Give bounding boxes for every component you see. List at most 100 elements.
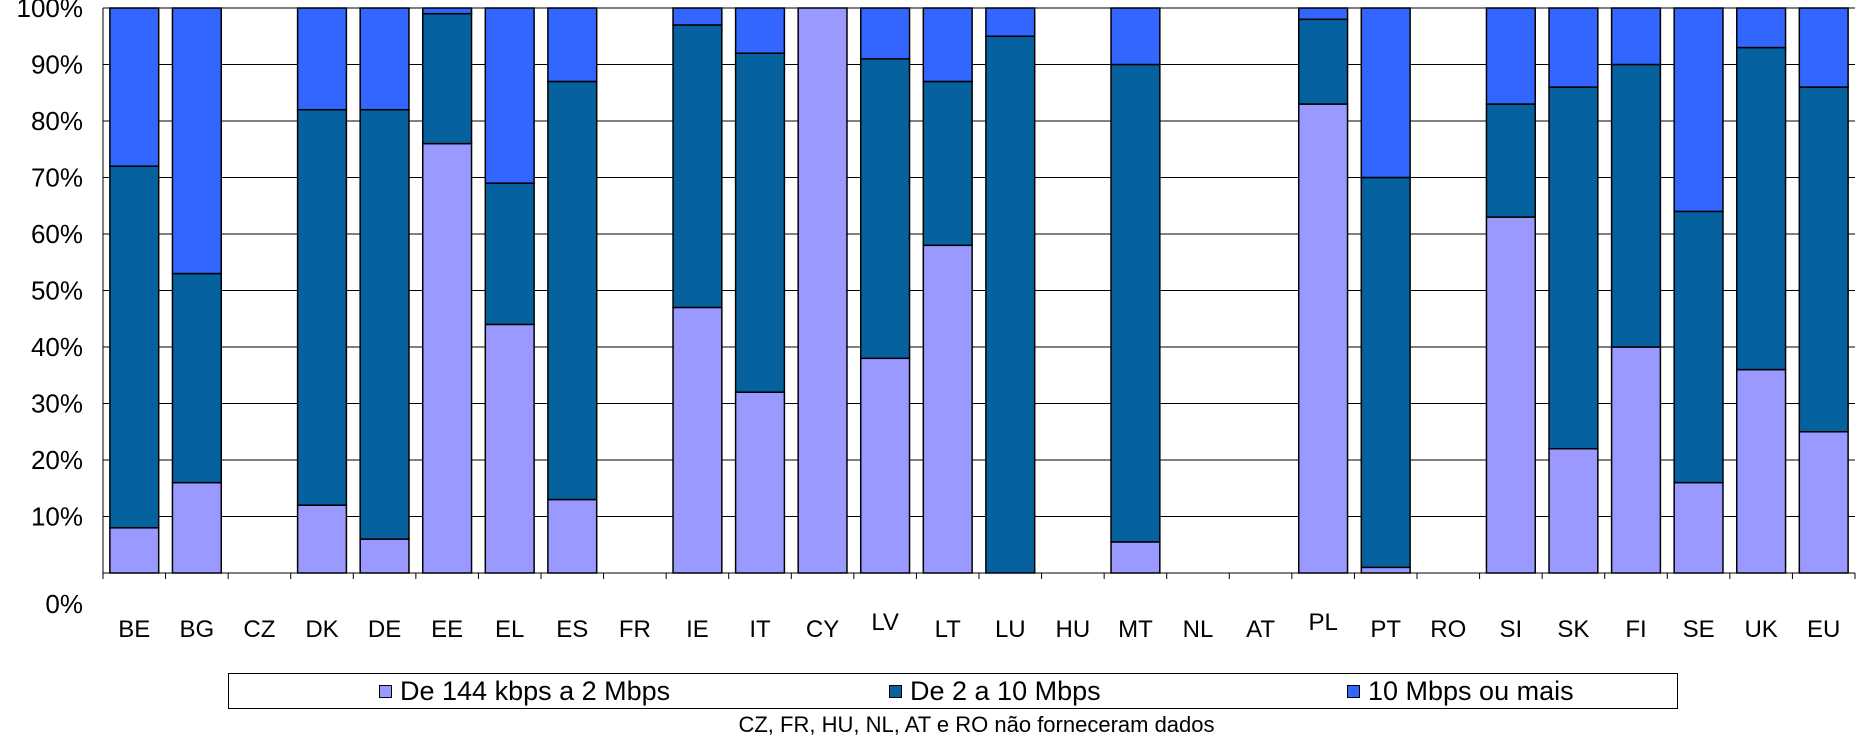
bar-segment-ee-series-2: [421, 12, 473, 145]
chart-footnote: CZ, FR, HU, NL, AT e RO não forneceram d…: [738, 712, 1215, 737]
legend-swatch-series-3: [1347, 684, 1360, 698]
bar-segment-dk-series-1: [296, 504, 348, 574]
legend-label-series-3: 10 Mbps ou mais: [1368, 675, 1574, 706]
bar-segment-el-series-1: [484, 323, 535, 574]
x-tick-label-uk: UK: [1744, 616, 1777, 643]
x-tick-label-el: EL: [495, 616, 524, 643]
x-tick-label-lu: LU: [995, 616, 1026, 643]
x-tick-label-es: ES: [556, 616, 588, 643]
bar-segment-pl-series-2: [1297, 18, 1349, 105]
bar-segment-dk-series-3: [296, 7, 348, 111]
y-tick-label: 0%: [45, 589, 83, 619]
legend-label-series-2: De 2 a 10 Mbps: [910, 675, 1101, 706]
legend-item-series-3: 10 Mbps ou mais: [1347, 676, 1574, 707]
x-tick-label-it: IT: [749, 616, 771, 643]
y-tick-label: 60%: [31, 219, 83, 249]
x-tick-label-ro: RO: [1430, 616, 1466, 643]
legend-swatch-series-2: [889, 684, 902, 698]
bar-segment-se-series-1: [1673, 481, 1724, 574]
x-tick-labels: BE BG CZ DK DE EE EL ES FR IE IT CY LV LT LU HU MT NL AT PL…: [118, 609, 1840, 643]
x-tick-label-ee: EE: [431, 616, 463, 643]
bar-segment-sk-series-1: [1548, 447, 1599, 574]
bar-segment-lt-series-1: [922, 244, 973, 574]
x-tick-label-be: BE: [118, 616, 150, 643]
bar-segment-mt-series-2: [1110, 63, 1161, 543]
y-tick-label: 10%: [31, 502, 83, 532]
bar-segment-sk-series-2: [1548, 86, 1599, 450]
x-tick-label-eu: EU: [1807, 616, 1840, 643]
legend-item-series-2: De 2 a 10 Mbps: [889, 676, 1101, 707]
x-tick-label-mt: MT: [1118, 616, 1153, 643]
bar-segment-ee-series-3: [421, 7, 473, 15]
bar-segment-eu-series-3: [1798, 7, 1849, 88]
legend: De 144 kbps a 2 Mbps De 2 a 10 Mbps 10 M…: [228, 673, 1678, 709]
bar-segment-se-series-3: [1673, 7, 1724, 213]
bar-segment-ie-series-2: [672, 24, 723, 309]
y-tick-label: 50%: [31, 276, 83, 306]
x-tick-label-sk: SK: [1557, 616, 1589, 643]
x-tick-label-ie: IE: [686, 616, 709, 643]
bar-segment-pt-series-3: [1360, 7, 1411, 179]
bar-segment-pl-series-1: [1297, 103, 1349, 574]
bar-segment-be-series-3: [109, 7, 160, 167]
bar-segment-pl-series-3: [1297, 7, 1349, 21]
bar-segment-bg-series-2: [171, 272, 223, 484]
bar-segment-fi-series-3: [1610, 7, 1662, 66]
bar-segment-bg-series-3: [171, 7, 223, 275]
x-tick-label-fr: FR: [619, 616, 651, 643]
bar-segment-uk-series-1: [1735, 368, 1787, 574]
bar-segment-se-series-2: [1673, 210, 1724, 484]
bar-segment-bg-series-1: [171, 481, 223, 574]
bar-segment-de-series-3: [359, 7, 410, 111]
x-tick-label-si: SI: [1500, 616, 1523, 643]
bar-segment-lu-series-2: [985, 35, 1036, 574]
x-tick-label-cy: CY: [806, 616, 839, 643]
bar-segment-cy-series-1: [797, 7, 848, 574]
bar-segment-it-series-1: [734, 391, 786, 574]
y-tick-label: 70%: [31, 163, 83, 193]
x-tick-label-lt: LT: [935, 616, 962, 643]
bar-segment-ee-series-1: [421, 142, 473, 574]
bar-segment-es-series-1: [547, 498, 598, 574]
axes: [102, 8, 1856, 579]
bar-segment-be-series-2: [109, 165, 160, 529]
bar-segment-eu-series-1: [1798, 431, 1849, 574]
x-tick-label-pt: PT: [1370, 616, 1401, 643]
bar-segment-lt-series-3: [922, 7, 973, 83]
bar-segment-el-series-3: [484, 7, 535, 184]
bar-segment-es-series-2: [547, 80, 598, 501]
bar-segment-de-series-2: [359, 108, 410, 540]
bar-segment-lt-series-2: [922, 80, 973, 247]
x-tick-label-pl: PL: [1308, 609, 1337, 636]
bar-segment-sk-series-3: [1548, 7, 1599, 88]
bar-segment-dk-series-2: [296, 108, 348, 506]
bar-segment-lv-series-3: [859, 7, 911, 60]
bar-segment-lv-series-1: [859, 357, 911, 574]
y-tick-label: 90%: [31, 50, 83, 80]
bar-segment-mt-series-3: [1110, 7, 1161, 66]
bar-segment-si-series-2: [1485, 103, 1537, 218]
y-tick-label: 100%: [17, 0, 84, 23]
y-tick-label: 30%: [31, 389, 83, 419]
y-tick-labels: 0% 10% 20% 30% 40% 50% 60% 70% 80% 90% 100%: [17, 0, 84, 619]
x-tick-label-fi: FI: [1625, 616, 1646, 643]
bar-segment-ie-series-3: [672, 7, 723, 26]
y-tick-label: 20%: [31, 445, 83, 475]
bar-segment-si-series-3: [1485, 7, 1537, 105]
x-tick-label-dk: DK: [305, 616, 338, 643]
x-tick-label-at: AT: [1246, 616, 1275, 643]
bar-segment-de-series-1: [359, 538, 410, 574]
bar-segment-lu-series-3: [985, 7, 1036, 37]
x-tick-label-bg: BG: [180, 616, 215, 643]
x-tick-label-cz: CZ: [243, 616, 275, 643]
bar-segment-el-series-2: [484, 182, 535, 326]
bar-segment-it-series-3: [734, 7, 786, 54]
bar-segment-pt-series-2: [1360, 176, 1411, 569]
legend-item-series-1: De 144 kbps a 2 Mbps: [379, 676, 670, 707]
legend-swatch-series-1: [379, 684, 392, 698]
bar-segment-ie-series-1: [672, 306, 723, 574]
bar-segment-pt-series-1: [1360, 566, 1411, 574]
x-tick-label-se: SE: [1683, 616, 1715, 643]
bar-segment-lv-series-2: [859, 58, 911, 360]
